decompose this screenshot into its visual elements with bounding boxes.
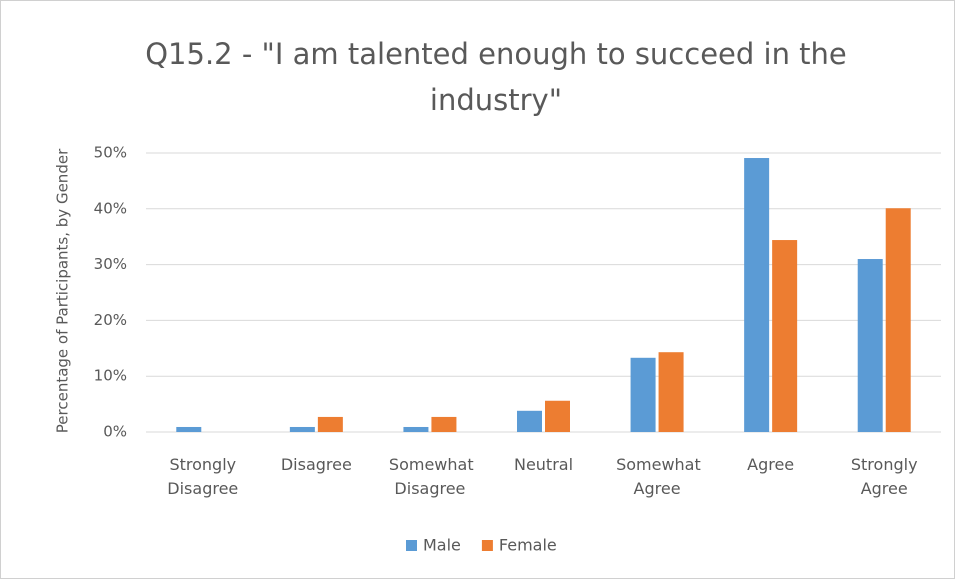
- bar: [517, 410, 542, 432]
- legend-label: Male: [423, 536, 461, 555]
- legend-swatch: [406, 540, 417, 551]
- y-tick-label: 10%: [94, 367, 127, 385]
- x-tick-label: Somewhat Disagree: [388, 455, 474, 498]
- x-tick-label: Strongly Agree: [850, 455, 918, 498]
- bar: [772, 240, 798, 432]
- bar: [744, 158, 770, 432]
- y-tick-label: 30%: [94, 255, 127, 273]
- bar: [630, 357, 656, 432]
- y-tick-label: 50%: [94, 144, 127, 162]
- bar: [176, 426, 202, 432]
- legend-label: Female: [499, 536, 557, 555]
- bar: [289, 426, 315, 432]
- bar: [885, 208, 911, 432]
- bar: [431, 416, 457, 432]
- y-tick-label: 40%: [94, 199, 127, 217]
- bar: [658, 352, 684, 432]
- y-tick-label: 20%: [94, 311, 127, 329]
- x-tick-label: Somewhat Agree: [616, 455, 701, 498]
- x-tick-label: Strongly Disagree: [167, 455, 239, 498]
- bar: [317, 416, 343, 432]
- legend-swatch: [481, 540, 493, 551]
- x-tick-label: Neutral: [513, 455, 574, 474]
- y-tick-label: 0%: [103, 423, 127, 441]
- x-tick-label: Disagree: [280, 455, 352, 474]
- bar: [403, 426, 429, 432]
- y-axis-label: Percentage of Participants, by Gender: [54, 148, 72, 433]
- bar: [545, 400, 570, 432]
- bar: [857, 259, 883, 432]
- chart-title: Q15.2 - "I am talented enough to succeed…: [145, 37, 847, 117]
- x-tick-label: Agree: [747, 455, 795, 474]
